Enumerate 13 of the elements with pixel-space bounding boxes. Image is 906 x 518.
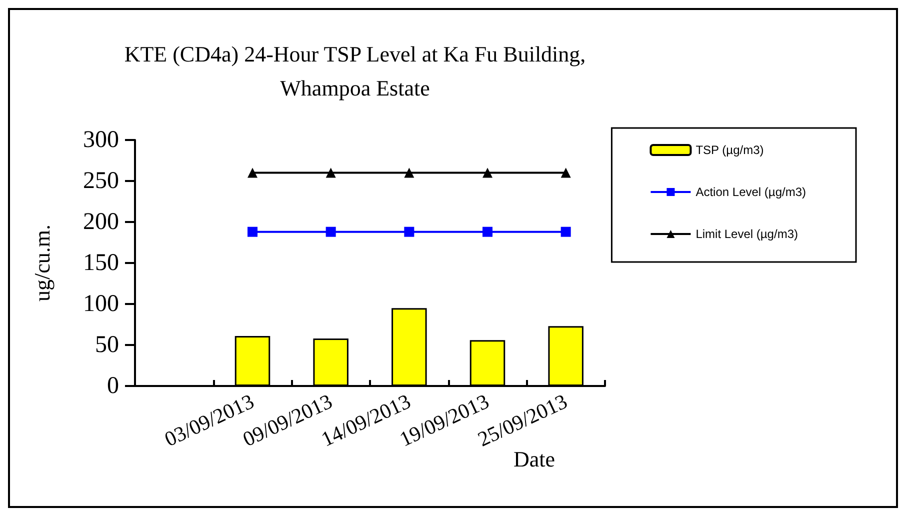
y-tick-label: 100: [83, 291, 119, 317]
y-tick-label: 150: [83, 250, 119, 276]
y-tick-label: 0: [107, 373, 119, 399]
y-tick-label: 200: [83, 209, 119, 235]
x-axis-title: Date: [513, 446, 555, 472]
y-tick-label: 50: [95, 332, 119, 358]
y-axis-title: ug/cu.m.: [30, 224, 54, 302]
y-tick-label: 250: [83, 168, 119, 194]
chart-title: KTE (CD4a) 24-Hour TSP Level at Ka Fu Building, Whampoa Estate: [124, 42, 586, 100]
legend-label: TSP (µg/m3): [696, 143, 764, 157]
legend-label: Limit Level (µg/m3): [696, 227, 798, 241]
y-tick-label: 300: [83, 127, 119, 153]
legend-label: Action Level (µg/m3): [696, 185, 806, 199]
